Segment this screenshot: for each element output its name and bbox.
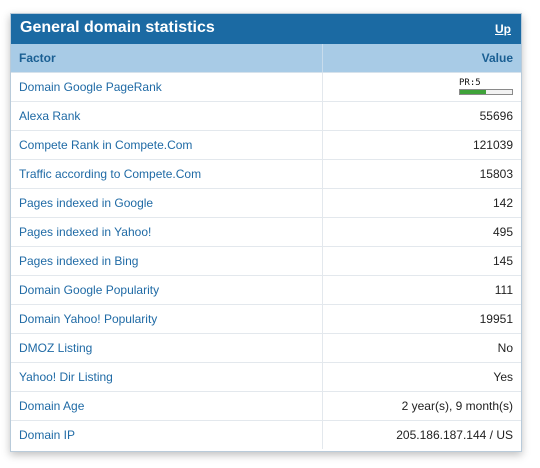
value-cell: 15803 bbox=[322, 159, 521, 189]
value-cell: 111 bbox=[322, 275, 521, 305]
panel-title: General domain statistics bbox=[20, 19, 215, 36]
value-cell: Yes bbox=[322, 362, 521, 392]
table-row: Domain Google PageRank PR:5 bbox=[11, 72, 521, 102]
factor-cell: Alexa Rank bbox=[11, 101, 323, 131]
table-row: Yahoo! Dir Listing Yes bbox=[11, 362, 521, 392]
factor-cell: Pages indexed in Yahoo! bbox=[11, 217, 323, 247]
column-header-value: Value bbox=[322, 44, 521, 73]
factor-cell: DMOZ Listing bbox=[11, 333, 323, 363]
table-header-row: Factor Value bbox=[11, 44, 521, 73]
factor-cell: Domain Yahoo! Popularity bbox=[11, 304, 323, 334]
table-row: Domain IP 205.186.187.144 / US bbox=[11, 420, 521, 449]
table-row: Compete Rank in Compete.Com 121039 bbox=[11, 130, 521, 160]
panel-header: General domain statistics Up bbox=[11, 14, 521, 44]
value-cell: 205.186.187.144 / US bbox=[396, 428, 513, 442]
value-cell: 142 bbox=[322, 188, 521, 218]
factor-cell: Domain IP bbox=[11, 420, 323, 449]
factor-cell: Compete Rank in Compete.Com bbox=[11, 130, 323, 160]
factor-cell: Traffic according to Compete.Com bbox=[11, 159, 323, 189]
factor-cell: Domain Google Popularity bbox=[11, 275, 323, 305]
table-row: Domain Age 2 year(s), 9 month(s) bbox=[11, 391, 521, 421]
factor-cell: Pages indexed in Bing bbox=[11, 246, 323, 276]
factor-cell: Domain Age bbox=[11, 391, 323, 421]
value-cell: 495 bbox=[322, 217, 521, 247]
table-row: Traffic according to Compete.Com 15803 bbox=[11, 159, 521, 189]
pagerank-widget: PR:5 bbox=[459, 79, 513, 95]
up-link[interactable]: Up bbox=[495, 22, 511, 36]
value-cell: 19951 bbox=[322, 304, 521, 334]
table-row: Pages indexed in Bing 145 bbox=[11, 246, 521, 276]
table-row: Domain Google Popularity 111 bbox=[11, 275, 521, 305]
column-header-factor: Factor bbox=[11, 44, 323, 73]
statistics-table: Factor Value Domain Google PageRank PR:5… bbox=[11, 44, 521, 449]
pagerank-bar-fill bbox=[460, 90, 486, 94]
table-row: DMOZ Listing No bbox=[11, 333, 521, 363]
factor-cell: Pages indexed in Google bbox=[11, 188, 323, 218]
factor-cell: Yahoo! Dir Listing bbox=[11, 362, 323, 392]
value-cell: 2 year(s), 9 month(s) bbox=[322, 391, 521, 421]
value-cell: 121039 bbox=[322, 130, 521, 160]
value-cell: No bbox=[322, 333, 521, 363]
table-row: Pages indexed in Google 142 bbox=[11, 188, 521, 218]
table-row: Alexa Rank 55696 bbox=[11, 101, 521, 131]
value-cell: PR:5 bbox=[322, 72, 521, 102]
pagerank-bar bbox=[459, 89, 513, 95]
pagerank-label: PR:5 bbox=[459, 78, 481, 88]
factor-cell: Domain Google PageRank bbox=[11, 72, 323, 102]
value-cell: 145 bbox=[322, 246, 521, 276]
value-cell: 55696 bbox=[322, 101, 521, 131]
table-row: Pages indexed in Yahoo! 495 bbox=[11, 217, 521, 247]
domain-statistics-panel: General domain statistics Up Factor Valu… bbox=[10, 13, 522, 452]
table-row: Domain Yahoo! Popularity 19951 bbox=[11, 304, 521, 334]
